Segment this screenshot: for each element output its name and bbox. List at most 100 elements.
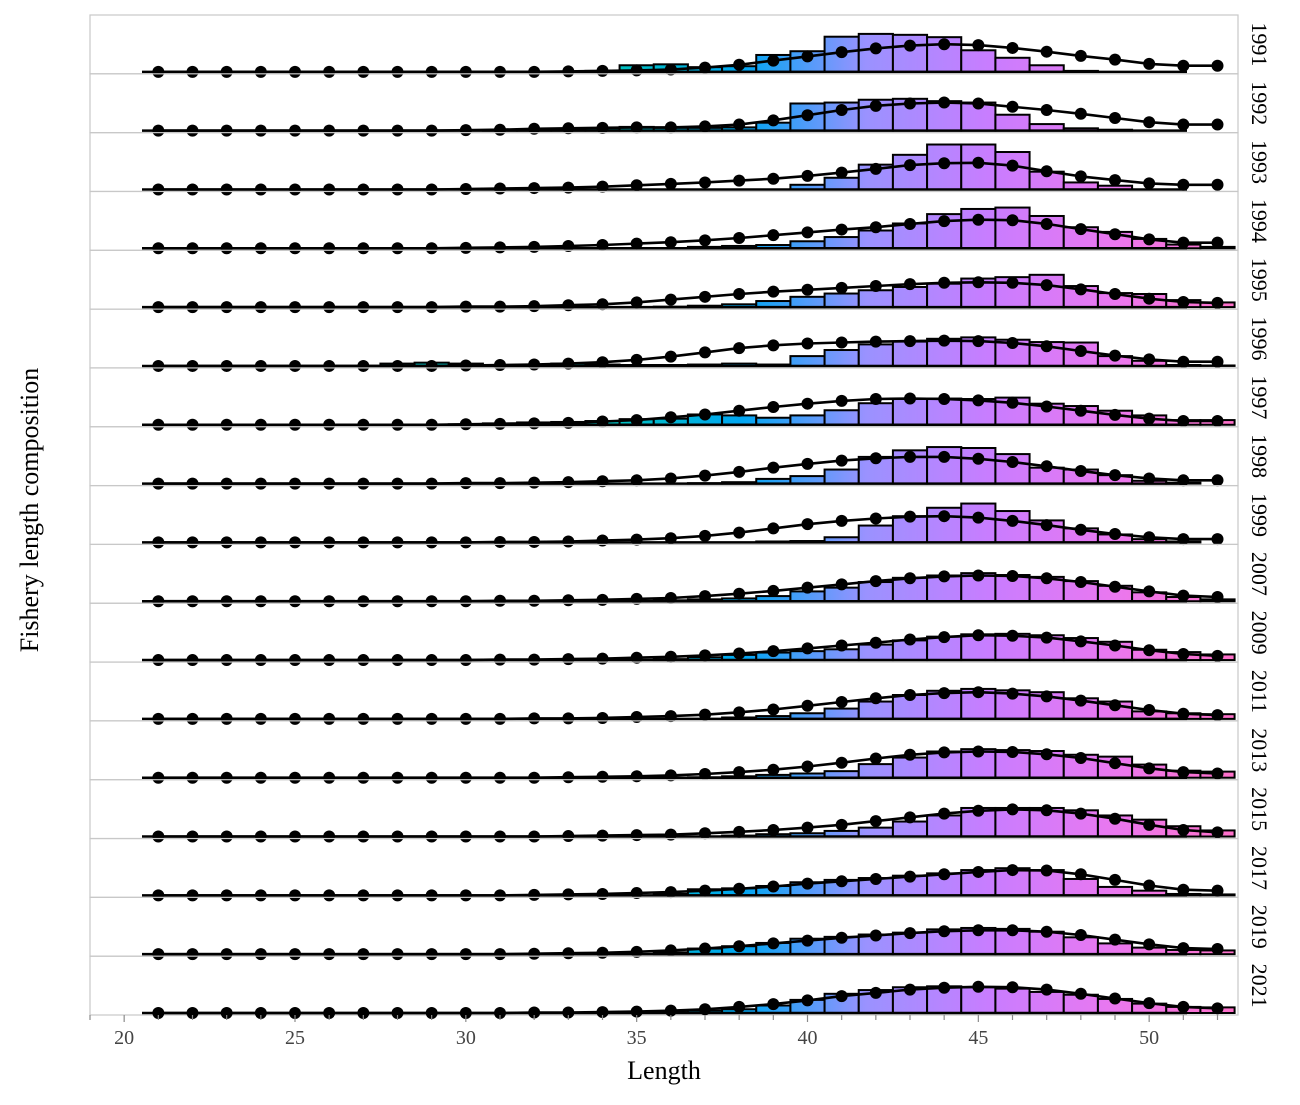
expected-point: [1143, 531, 1155, 543]
expected-point: [1007, 630, 1019, 642]
expected-point: [1143, 472, 1155, 484]
expected-point: [699, 408, 711, 420]
expected-point: [972, 981, 984, 993]
expected-point: [802, 398, 814, 410]
expected-point: [528, 241, 540, 253]
x-axis-title: Length: [627, 1056, 701, 1085]
expected-point: [870, 393, 882, 405]
bar-observed: [825, 410, 859, 425]
expected-point: [631, 474, 643, 486]
expected-point: [665, 294, 677, 306]
expected-point: [1143, 116, 1155, 128]
facet-strip-label: 2009: [1247, 611, 1272, 655]
expected-point: [460, 359, 472, 371]
expected-point: [1109, 581, 1121, 593]
expected-point: [426, 360, 438, 372]
expected-point: [733, 119, 745, 131]
expected-point: [392, 889, 404, 901]
expected-point: [665, 532, 677, 544]
expected-point: [255, 125, 267, 137]
expected-point: [1075, 988, 1087, 1000]
expected-point: [460, 772, 472, 784]
expected-point: [562, 771, 574, 783]
expected-point: [767, 173, 779, 185]
expected-point: [1109, 469, 1121, 481]
expected-point: [1007, 397, 1019, 409]
expected-point: [938, 687, 950, 699]
expected-point: [904, 984, 916, 996]
expected-point: [938, 335, 950, 347]
expected-point: [665, 944, 677, 956]
expected-point: [1212, 474, 1224, 486]
expected-point: [802, 226, 814, 238]
expected-point: [528, 359, 540, 371]
expected-point: [221, 419, 233, 431]
facet-panel-2015: 2015: [90, 780, 1272, 843]
expected-point: [733, 883, 745, 895]
expected-point: [426, 713, 438, 725]
expected-point: [460, 889, 472, 901]
expected-point: [836, 46, 848, 58]
expected-point: [972, 629, 984, 641]
expected-point: [665, 236, 677, 248]
expected-point: [152, 183, 164, 195]
expected-point: [152, 654, 164, 666]
expected-point: [460, 477, 472, 489]
expected-point: [528, 831, 540, 843]
expected-point: [1109, 409, 1121, 421]
expected-point: [972, 924, 984, 936]
expected-point: [870, 42, 882, 54]
expected-point: [938, 982, 950, 994]
expected-point: [597, 415, 609, 427]
expected-point: [152, 301, 164, 313]
expected-point: [323, 478, 335, 490]
expected-point: [357, 419, 369, 431]
expected-point: [904, 633, 916, 645]
expected-point: [665, 886, 677, 898]
expected-point: [1041, 218, 1053, 230]
expected-point: [631, 354, 643, 366]
expected-point: [460, 124, 472, 136]
expected-point: [972, 276, 984, 288]
expected-point: [767, 937, 779, 949]
expected-point: [221, 242, 233, 254]
expected-point: [904, 871, 916, 883]
expected-point: [460, 948, 472, 960]
expected-point: [1041, 460, 1053, 472]
expected-point: [187, 948, 199, 960]
expected-point: [836, 640, 848, 652]
expected-point: [1212, 826, 1224, 838]
expected-point: [1109, 757, 1121, 769]
expected-point: [836, 819, 848, 831]
expected-point: [289, 713, 301, 725]
expected-point: [1075, 170, 1087, 182]
expected-point: [426, 301, 438, 313]
bar-observed: [859, 290, 893, 307]
facet-strip-label: 1997: [1247, 375, 1272, 419]
expected-point: [392, 654, 404, 666]
expected-point: [938, 451, 950, 463]
bar-observed: [825, 294, 859, 308]
expected-point: [323, 772, 335, 784]
expected-point: [802, 170, 814, 182]
x-tick-label: 40: [798, 1027, 818, 1049]
expected-point: [836, 578, 848, 590]
expected-point: [870, 637, 882, 649]
expected-point: [426, 478, 438, 490]
expected-point: [1007, 688, 1019, 700]
expected-point: [665, 351, 677, 363]
facet-strip-label: 1992: [1247, 81, 1272, 125]
y-axis-title: Fishery length composition: [15, 368, 44, 653]
expected-point: [938, 868, 950, 880]
expected-point: [1007, 337, 1019, 349]
expected-point: [255, 536, 267, 548]
facet-strip-label: 1994: [1247, 199, 1272, 243]
facet-strip-label: 1998: [1247, 434, 1272, 478]
expected-point: [1075, 808, 1087, 820]
expected-point: [1007, 101, 1019, 113]
bar-observed: [1064, 879, 1098, 895]
expected-point: [1007, 214, 1019, 226]
expected-point: [1212, 533, 1224, 545]
expected-point: [1212, 1002, 1224, 1014]
